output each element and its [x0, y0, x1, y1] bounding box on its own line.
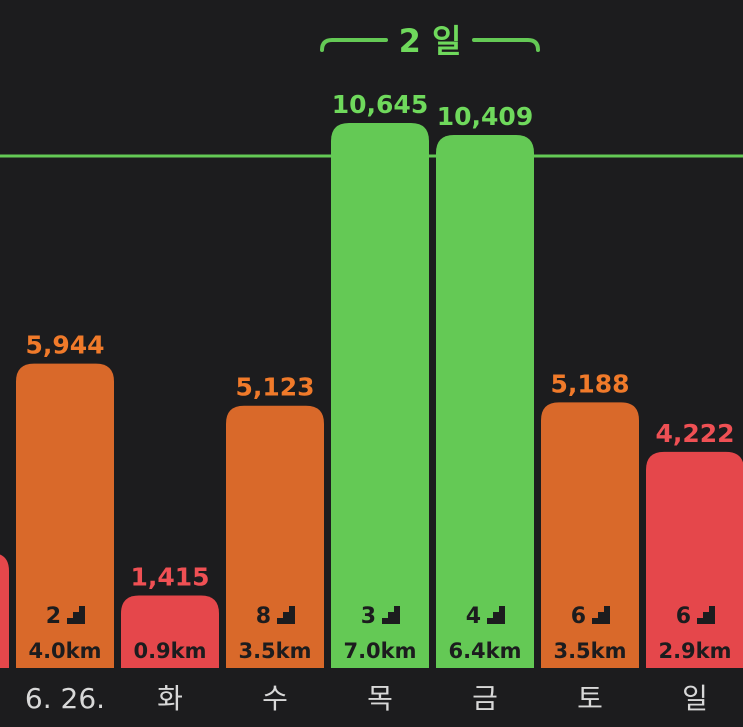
bar — [646, 451, 743, 668]
bar — [541, 402, 639, 668]
distance-label: 3.5km — [553, 639, 626, 663]
distance-label: 7.0km — [343, 639, 416, 663]
category-label: 수 — [262, 682, 288, 715]
value-label: 5,944 — [25, 331, 104, 360]
stairs-icon — [382, 606, 400, 624]
bars-group: 5,944 2 4.0km 6. 26. 1,415 0.9km 화 5,123 8 3.5km 수… — [0, 90, 743, 715]
bar — [0, 554, 9, 668]
distance-label: 6.4km — [448, 639, 521, 663]
stairs-icon — [277, 606, 295, 624]
stairs-icon — [67, 606, 85, 624]
floors-label: 2 — [46, 604, 61, 629]
floors-label: 8 — [256, 604, 271, 629]
category-label: 6. 26. — [25, 682, 105, 715]
floors-label: 6 — [571, 604, 586, 629]
bar — [121, 595, 219, 668]
value-label: 4,222 — [655, 419, 734, 448]
distance-label: 2.9km — [658, 639, 731, 663]
distance-label: 3.5km — [238, 639, 311, 663]
bar — [226, 405, 324, 668]
stairs-icon — [697, 606, 715, 624]
streak-bracket — [320, 38, 540, 52]
category-label: 화 — [157, 682, 183, 715]
floors-label: 4 — [466, 604, 481, 629]
distance-label: 0.9km — [133, 639, 206, 663]
bar — [16, 363, 114, 668]
floors-label: 6 — [676, 604, 691, 629]
bar — [436, 135, 534, 668]
category-label: 목 — [367, 682, 393, 715]
value-label: 1,415 — [130, 563, 209, 592]
category-label: 일 — [682, 682, 708, 715]
distance-label: 4.0km — [28, 639, 101, 663]
floors-label: 3 — [361, 604, 376, 629]
value-label: 5,123 — [235, 373, 314, 402]
value-label: 10,645 — [332, 90, 428, 119]
bar — [331, 122, 429, 668]
streak-label: 2 일 — [399, 22, 462, 60]
value-label: 10,409 — [437, 102, 533, 131]
category-label: 토 — [577, 682, 603, 715]
stairs-icon — [592, 606, 610, 624]
value-label: 5,188 — [550, 369, 629, 398]
stairs-icon — [487, 606, 505, 624]
category-label: 금 — [472, 682, 498, 715]
